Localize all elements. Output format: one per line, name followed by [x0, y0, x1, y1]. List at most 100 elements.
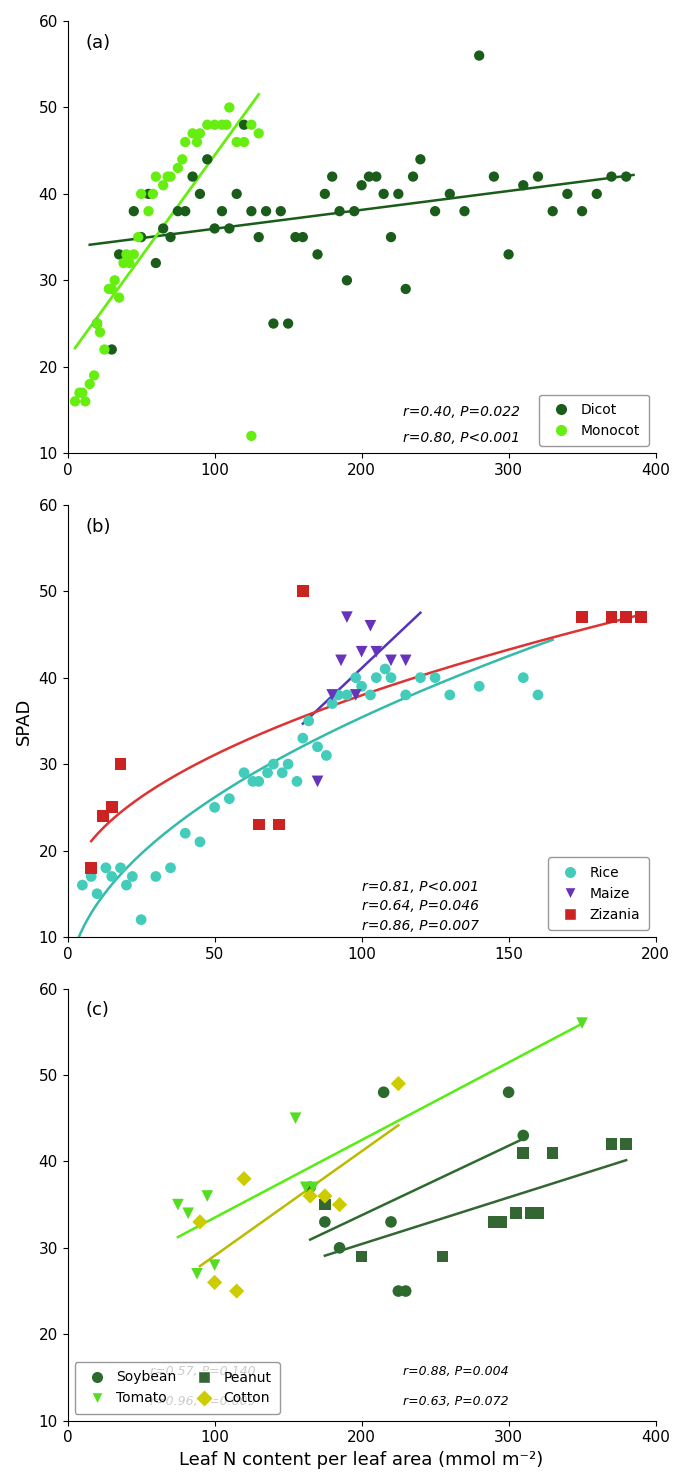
- Point: [621, 165, 632, 188]
- Point: [92, 312, 103, 335]
- Point: [606, 1132, 617, 1156]
- Point: [165, 856, 176, 880]
- Point: [277, 761, 288, 785]
- Point: [136, 908, 147, 932]
- Text: r=0.40, P=0.022: r=0.40, P=0.022: [403, 405, 520, 418]
- Point: [195, 830, 206, 853]
- Point: [356, 674, 367, 697]
- Point: [518, 1123, 529, 1147]
- Point: [232, 183, 242, 206]
- Point: [305, 1175, 316, 1199]
- Point: [408, 165, 419, 188]
- Point: [209, 1270, 220, 1294]
- Point: [88, 364, 99, 387]
- Point: [253, 226, 264, 249]
- Point: [621, 605, 632, 629]
- X-axis label: Leaf N content per leaf area (mmol m⁻²): Leaf N content per leaf area (mmol m⁻²): [179, 1451, 544, 1469]
- Point: [209, 1254, 220, 1278]
- Point: [488, 165, 499, 188]
- Point: [84, 372, 95, 396]
- Point: [192, 1261, 203, 1285]
- Point: [114, 286, 125, 310]
- Point: [364, 165, 375, 188]
- Point: [179, 199, 190, 223]
- Point: [173, 156, 184, 180]
- Point: [532, 165, 543, 188]
- Point: [275, 199, 286, 223]
- Point: [379, 657, 390, 681]
- Point: [109, 269, 120, 292]
- Point: [151, 865, 162, 889]
- Point: [268, 752, 279, 776]
- Point: [177, 147, 188, 171]
- Point: [202, 1184, 213, 1208]
- Point: [247, 770, 258, 794]
- Point: [114, 242, 125, 266]
- Point: [216, 113, 227, 137]
- Point: [179, 821, 190, 844]
- Point: [77, 381, 88, 405]
- Point: [393, 1071, 404, 1095]
- Point: [143, 199, 154, 223]
- Point: [86, 856, 97, 880]
- Point: [341, 605, 352, 629]
- Point: [115, 856, 126, 880]
- Point: [518, 666, 529, 690]
- Point: [118, 251, 129, 275]
- Point: [121, 873, 132, 896]
- Point: [224, 217, 235, 240]
- Point: [319, 1209, 330, 1233]
- Point: [305, 1184, 316, 1208]
- Point: [371, 666, 382, 690]
- Text: r=0.64, P=0.046: r=0.64, P=0.046: [362, 899, 479, 913]
- Point: [350, 683, 361, 706]
- Point: [106, 865, 117, 889]
- Point: [115, 752, 126, 776]
- Point: [121, 242, 132, 266]
- Point: [103, 278, 114, 301]
- Point: [386, 1209, 397, 1233]
- Point: [350, 666, 361, 690]
- Point: [128, 199, 139, 223]
- Point: [356, 1245, 367, 1269]
- Point: [333, 683, 344, 706]
- Point: [92, 312, 103, 335]
- Point: [283, 312, 294, 335]
- Point: [400, 649, 411, 672]
- Point: [224, 787, 235, 810]
- Point: [290, 1106, 301, 1129]
- Point: [386, 666, 397, 690]
- Point: [518, 1141, 529, 1165]
- Point: [518, 174, 529, 197]
- Text: (a): (a): [86, 34, 110, 52]
- Point: [74, 381, 85, 405]
- Point: [510, 1202, 521, 1226]
- Point: [562, 183, 573, 206]
- Point: [606, 605, 617, 629]
- Point: [268, 312, 279, 335]
- Point: [162, 165, 173, 188]
- Y-axis label: SPAD: SPAD: [15, 697, 33, 745]
- Point: [445, 183, 456, 206]
- Point: [147, 183, 158, 206]
- Point: [187, 165, 198, 188]
- Point: [297, 579, 308, 603]
- Text: (c): (c): [86, 1002, 109, 1020]
- Point: [532, 683, 543, 706]
- Point: [349, 199, 360, 223]
- Point: [312, 242, 323, 266]
- Point: [165, 165, 176, 188]
- Point: [158, 217, 169, 240]
- Point: [99, 337, 110, 361]
- Point: [195, 122, 206, 145]
- Point: [165, 226, 176, 249]
- Point: [429, 666, 440, 690]
- Point: [300, 1175, 311, 1199]
- Point: [371, 165, 382, 188]
- Point: [209, 113, 220, 137]
- Point: [158, 174, 169, 197]
- Point: [238, 131, 249, 154]
- Point: [356, 174, 367, 197]
- Point: [224, 95, 235, 119]
- Point: [327, 165, 338, 188]
